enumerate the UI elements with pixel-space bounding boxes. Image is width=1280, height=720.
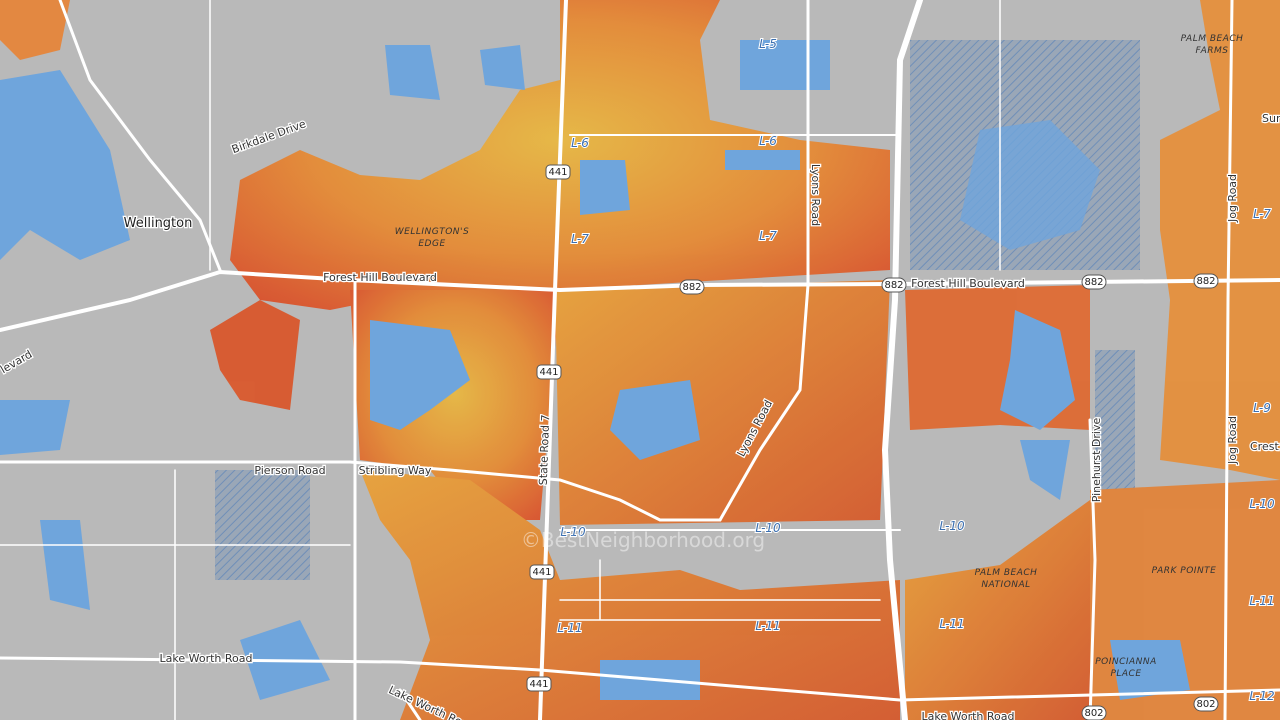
road-label: Crest bbox=[1250, 440, 1279, 453]
neighborhood-label: FARMS bbox=[1195, 46, 1228, 56]
route-number: 882 bbox=[1084, 277, 1103, 288]
neighborhood-label: POINCIANNA bbox=[1095, 657, 1157, 667]
route-number: 441 bbox=[529, 679, 548, 690]
route-shield: 802 bbox=[1193, 696, 1219, 712]
canal-label: L-11 bbox=[1249, 594, 1274, 608]
canal-label: L-10 bbox=[939, 519, 965, 533]
water bbox=[0, 40, 1190, 700]
neighborhood-label: PALM BEACH bbox=[1181, 34, 1244, 44]
canal-label: L-7 bbox=[759, 229, 777, 243]
route-shield: 882 bbox=[1081, 274, 1107, 290]
watermark: ©BestNeighborhood.org bbox=[521, 528, 765, 552]
neighborhood-label: PARK POINTE bbox=[1152, 566, 1217, 576]
road-label: Jog Road bbox=[1226, 416, 1239, 465]
route-shield: 441 bbox=[536, 364, 562, 380]
route-shield: 802 bbox=[1081, 705, 1107, 720]
route-number: 441 bbox=[532, 567, 551, 578]
canal-label: L-6 bbox=[759, 134, 777, 148]
canal-label: L-10 bbox=[560, 525, 586, 539]
road-label: Lyons Road bbox=[809, 164, 822, 226]
road-label: Forest Hill Boulevard bbox=[911, 277, 1025, 290]
route-number: 802 bbox=[1196, 699, 1215, 710]
road-label: Pierson Road bbox=[254, 464, 325, 477]
road-label: Pinehurst Drive bbox=[1090, 418, 1103, 503]
route-number: 882 bbox=[682, 282, 701, 293]
route-number: 882 bbox=[884, 280, 903, 291]
route-shield: 441 bbox=[529, 564, 555, 580]
canal-label: L-11 bbox=[755, 619, 780, 633]
route-shield: 441 bbox=[545, 164, 571, 180]
route-number: 441 bbox=[539, 367, 558, 378]
road-label: Forest Hill Boulevard bbox=[323, 271, 437, 284]
road-label: State Road 7 bbox=[537, 414, 552, 485]
route-shield: 882 bbox=[881, 277, 907, 293]
canal-label: L-10 bbox=[1249, 497, 1275, 511]
shields: 441 441 441 441 882 882 882 882 802 802 bbox=[526, 164, 1219, 720]
canal-label: L-11 bbox=[557, 621, 582, 635]
route-shield: 441 bbox=[526, 676, 552, 692]
road-label: Stribling Way bbox=[359, 464, 432, 477]
canal-label: L-7 bbox=[571, 232, 589, 246]
canal-label: L-5 bbox=[759, 37, 777, 51]
canal-label: L-10 bbox=[755, 521, 781, 535]
road-label: Sum bbox=[1262, 112, 1280, 125]
canal-label: L-6 bbox=[571, 136, 589, 150]
route-number: 882 bbox=[1196, 276, 1215, 287]
route-shield: 882 bbox=[679, 279, 705, 295]
canal-label: L-7 bbox=[1253, 207, 1271, 221]
road-label: Jog Road bbox=[1226, 174, 1239, 223]
city-label: Wellington bbox=[124, 216, 193, 231]
neighborhood-label: PALM BEACH bbox=[975, 568, 1038, 578]
canal-label: L-11 bbox=[939, 617, 964, 631]
route-number: 802 bbox=[1084, 708, 1103, 719]
road-label: Lake Worth Road bbox=[922, 710, 1015, 720]
canal-label: L-12 bbox=[1249, 689, 1274, 703]
road-label: Lake Worth Road bbox=[160, 652, 253, 665]
neighborhood-label: PLACE bbox=[1110, 669, 1141, 679]
neighborhood-label: WELLINGTON'S bbox=[395, 227, 469, 237]
route-shield: 882 bbox=[1193, 273, 1219, 289]
canal-label: L-9 bbox=[1253, 401, 1271, 415]
route-number: 441 bbox=[548, 167, 567, 178]
neighborhood-label: EDGE bbox=[418, 239, 445, 249]
neighborhood-label: NATIONAL bbox=[981, 580, 1030, 590]
